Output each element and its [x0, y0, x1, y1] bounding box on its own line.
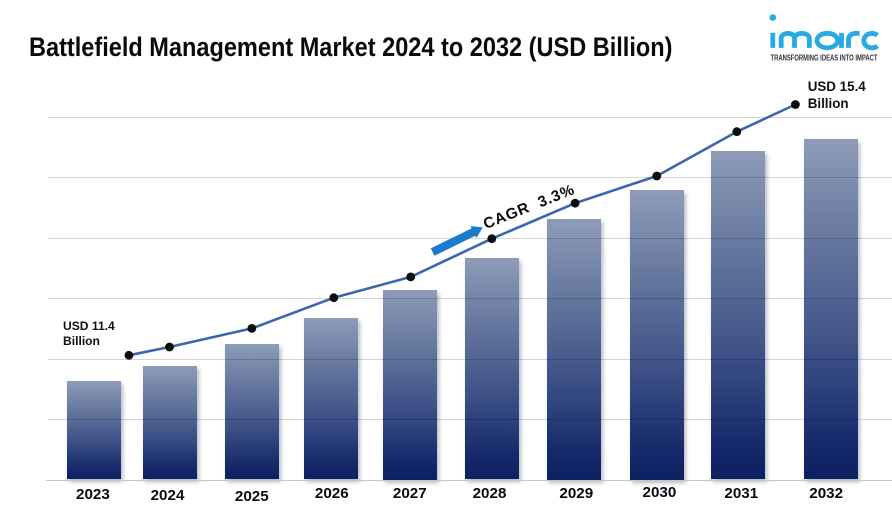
svg-text:TRANSFORMING IDEAS INTO IMPACT: TRANSFORMING IDEAS INTO IMPACT: [771, 54, 878, 63]
